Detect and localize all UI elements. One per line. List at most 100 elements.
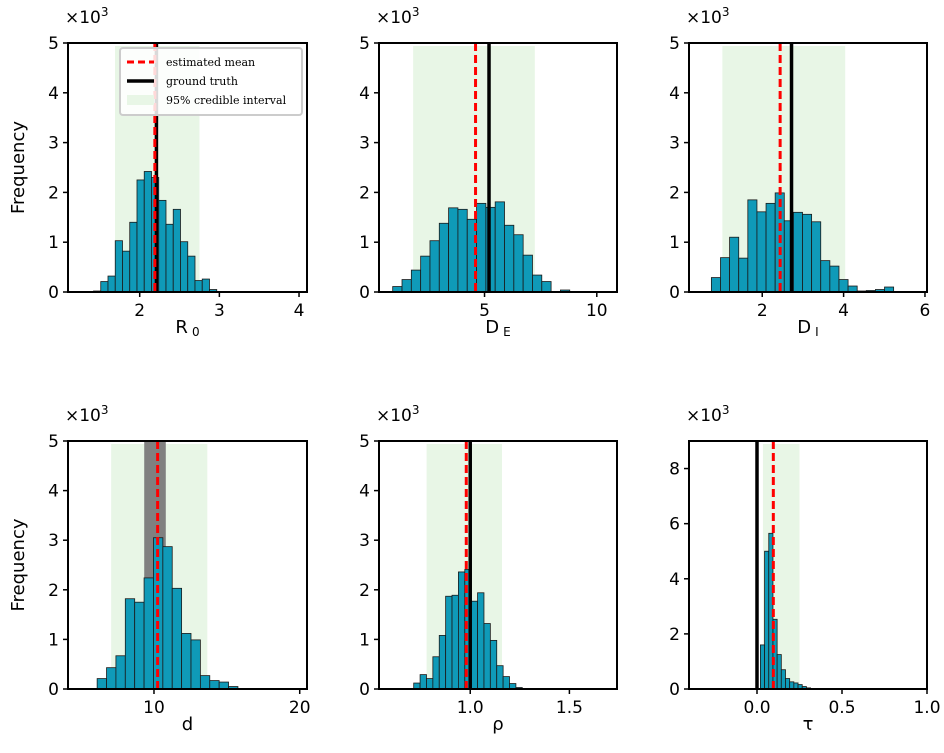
y-tick-label: 4 (669, 570, 680, 590)
y-multiplier-exponent: 3 (722, 403, 730, 417)
y-multiplier-base: ×10 (376, 406, 412, 426)
histogram-bar (402, 280, 411, 292)
histogram-bar (166, 224, 173, 292)
histogram-bar (202, 279, 209, 292)
x-axis-label: ρ (492, 714, 503, 735)
x-axis-label-main: d (182, 714, 193, 735)
y-tick-label: 5 (669, 34, 680, 54)
histogram-bar (125, 599, 134, 689)
histogram-bar (107, 668, 116, 689)
y-multiplier: ×103 (686, 403, 730, 426)
histogram-bar (785, 679, 789, 689)
histogram-bar (144, 578, 153, 689)
y-tick-label: 2 (48, 581, 59, 601)
histogram-bar (757, 212, 766, 292)
histogram-bar (173, 209, 180, 292)
y-multiplier: ×103 (376, 403, 420, 426)
histogram-bar (97, 679, 106, 689)
histogram-bar (523, 255, 532, 292)
x-axis-label-main: τ (803, 714, 814, 735)
histogram-bar (135, 602, 144, 689)
histogram-bar (484, 624, 490, 689)
histogram-bar (195, 281, 202, 292)
histogram-bar (812, 222, 821, 292)
y-tick-label: 3 (359, 531, 370, 551)
histogram-bar (730, 237, 739, 292)
y-tick-label: 1 (359, 630, 370, 650)
histogram-bar (182, 633, 191, 689)
legend-truth-label: ground truth (166, 75, 238, 88)
x-tick-label: 10 (586, 301, 608, 321)
histogram-bar (439, 223, 448, 292)
y-tick-label: 0 (669, 680, 680, 700)
y-tick-label: 0 (359, 680, 370, 700)
x-tick-label: 6 (920, 301, 931, 321)
y-multiplier-exponent: 3 (722, 5, 730, 19)
y-tick-label: 6 (669, 515, 680, 535)
histogram-bar (188, 256, 195, 292)
y-tick-label: 8 (669, 460, 680, 480)
histogram-bar (739, 258, 748, 292)
histogram-bar (490, 640, 496, 689)
y-tick-label: 2 (669, 625, 680, 645)
y-multiplier: ×103 (65, 403, 109, 426)
histogram-bar (108, 276, 115, 292)
x-axis-label-main: R (175, 317, 188, 338)
y-tick-label: 5 (48, 34, 59, 54)
y-tick-label: 1 (48, 233, 59, 253)
y-tick-label: 4 (359, 84, 370, 104)
y-multiplier-base: ×10 (686, 8, 722, 28)
histogram-bar (803, 214, 812, 292)
x-axis-label: d (182, 714, 193, 735)
y-tick-label: 4 (48, 84, 59, 104)
y-multiplier-base: ×10 (376, 8, 412, 28)
x-tick-label: 0.0 (743, 698, 770, 718)
histogram-bar (495, 202, 504, 292)
histogram-bar (219, 682, 228, 689)
y-tick-label: 4 (48, 482, 59, 502)
y-tick-label: 3 (669, 134, 680, 154)
histogram-bar (514, 235, 523, 292)
legend-interval-label: 95% credible interval (166, 94, 287, 107)
y-tick-label: 0 (48, 283, 59, 303)
y-multiplier: ×103 (376, 5, 420, 28)
x-tick-label: 0.5 (828, 698, 855, 718)
legend-interval-swatch (127, 95, 154, 105)
histogram-bar (115, 241, 122, 292)
y-axis-label: Frequency (8, 518, 29, 611)
histogram-bar (830, 266, 839, 292)
histogram-bar (790, 682, 794, 689)
histogram-bar (116, 656, 125, 689)
histogram-bar (200, 676, 209, 689)
y-multiplier: ×103 (65, 5, 109, 28)
y-multiplier-exponent: 3 (101, 5, 109, 19)
y-multiplier: ×103 (686, 5, 730, 28)
histogram-bar (426, 679, 432, 689)
histogram-bar (210, 681, 219, 689)
y-multiplier-base: ×10 (65, 406, 101, 426)
y-tick-label: 1 (48, 630, 59, 650)
histogram-bar (411, 270, 420, 292)
histogram-bar (458, 209, 467, 292)
histogram-bar (793, 212, 802, 292)
y-tick-label: 2 (359, 581, 370, 601)
histogram-bar (471, 601, 477, 689)
histogram-bar (449, 208, 458, 292)
x-axis-label-subscript: E (503, 325, 511, 339)
histogram-bar (477, 203, 486, 292)
y-tick-label: 5 (48, 432, 59, 452)
histogram-bar (748, 200, 757, 292)
histogram-bar (505, 225, 514, 292)
histogram-bar (542, 282, 551, 292)
histogram-bar (478, 593, 484, 689)
histogram-bar (458, 572, 464, 689)
histogram-bar (144, 171, 151, 292)
histogram-bar (101, 282, 108, 292)
histogram-bar (773, 619, 777, 689)
